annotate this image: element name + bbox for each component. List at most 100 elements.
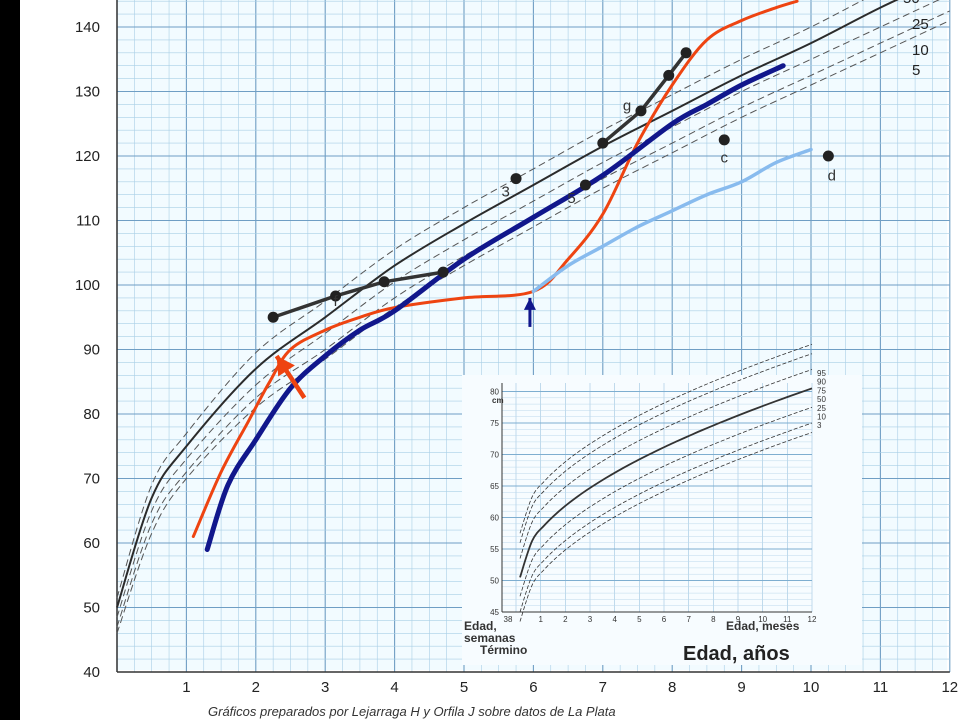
measurement-point	[579, 179, 591, 191]
inset-percentile-label: 25	[817, 404, 826, 413]
x-unit-label: Edad, años	[683, 643, 790, 665]
x-tick-label: 9	[737, 679, 745, 696]
percentile-label: 50	[903, 0, 920, 7]
y-tick-label: 40	[83, 664, 100, 681]
percentile-50-curve	[116, 0, 899, 608]
inset-percentile-label: 90	[817, 378, 826, 387]
measurement-segment-1	[272, 270, 444, 319]
inset-x-tick-label: 3	[588, 615, 593, 624]
left-black-border	[0, 0, 20, 720]
percentile-5-curve	[116, 20, 951, 634]
measurement-point	[822, 150, 834, 162]
measurement-point	[330, 290, 342, 302]
x-tick-label: 1	[182, 679, 190, 696]
inset-y-tick-label: 65	[490, 482, 499, 491]
inset-months-label: Edad, meses	[726, 619, 800, 633]
inset-y-tick-label: 70	[490, 451, 499, 460]
point-label: c	[721, 149, 729, 166]
inset-y-tick-label: 45	[490, 608, 499, 617]
y-tick-label: 130	[75, 84, 100, 101]
inset-curve-90	[519, 353, 813, 543]
inset-x-tick-label: 9	[736, 615, 741, 624]
y-tick-label: 110	[76, 213, 100, 230]
y-tick-label: 120	[75, 148, 100, 165]
y-tick-label: 50	[83, 600, 100, 617]
y-tick-label: 70	[83, 471, 100, 488]
x-tick-label: 10	[803, 679, 820, 696]
inset-curve-25	[519, 406, 813, 597]
measurement-point	[680, 47, 692, 59]
x-tick-label: 3	[321, 679, 329, 696]
inset-y-tick-label: 75	[490, 419, 499, 428]
inset-percentile-label: 75	[817, 386, 826, 395]
inset-x-tick-label: 10	[758, 615, 767, 624]
percentile-curves	[116, 0, 951, 634]
arrow-head-2	[523, 297, 536, 310]
inset-percentile-label: 3	[817, 421, 822, 430]
inset-y-tick-label: 55	[490, 545, 499, 554]
inset-x-tick-label: 11	[783, 615, 792, 624]
measurement-point	[597, 137, 609, 149]
inset-x-tick-label: 12	[808, 615, 817, 624]
point-label: 5	[567, 190, 575, 207]
inset-x-tick-label: 1	[538, 615, 543, 624]
inset-percentile-label: 10	[817, 413, 826, 422]
inset-curve-50	[519, 387, 813, 578]
y-tick-label: 90	[83, 342, 100, 359]
measurement-segment-2	[601, 51, 688, 145]
inset-percentile-label: 95	[817, 369, 826, 378]
inset-weeks-label-2: semanas	[464, 631, 516, 645]
arrows	[274, 297, 536, 400]
inset-curve-3	[519, 432, 813, 622]
percentile-10-curve	[116, 10, 951, 628]
x-tick-label: 8	[668, 679, 676, 696]
x-tick-label: 6	[529, 679, 537, 696]
inset-x-tick-label: 7	[686, 615, 691, 624]
data-series-line-1	[191, 0, 799, 538]
inset-x-tick-label: 2	[563, 615, 568, 624]
inset-x-tick-label: 5	[637, 615, 642, 624]
y-tick-label: 140	[75, 19, 100, 36]
x-tick-label: 2	[252, 679, 260, 696]
measurement-point	[378, 276, 390, 288]
percentile-25-curve	[116, 0, 940, 618]
percentile-75-curve	[116, 0, 865, 598]
x-tick-label: 5	[460, 679, 468, 696]
inset-x-tick-label: 8	[711, 615, 716, 624]
arrow-head-1	[276, 355, 295, 377]
percentile-label: 25	[912, 16, 929, 33]
inset-y-unit: cm	[492, 396, 504, 405]
inset-x-tick-label: 4	[612, 615, 617, 624]
point-label: d	[828, 167, 836, 184]
inset-term-label: Término	[480, 643, 527, 657]
x-tick-label: 12	[941, 679, 958, 696]
measurement-points	[267, 47, 834, 323]
inset-x-tick-label: 6	[662, 615, 667, 624]
point-label: 3	[501, 183, 509, 200]
point-label: g	[623, 98, 631, 115]
point-label: f	[334, 293, 339, 310]
inset-curve-10	[519, 422, 813, 613]
inset-curve-95	[519, 343, 813, 534]
inset-x-tick-label: 38	[504, 615, 513, 624]
measurement-point	[663, 69, 675, 81]
y-tick-label: 100	[75, 277, 100, 294]
inset-curve-75	[519, 369, 813, 559]
inset-y-tick-label: 60	[490, 514, 499, 523]
inset-y-tick-label: 50	[490, 577, 499, 586]
inset-y-tick-label: 80	[490, 388, 499, 397]
y-tick-label: 80	[83, 406, 100, 423]
measurement-point	[267, 311, 279, 323]
measurement-point	[635, 105, 647, 117]
percentile-label: 5	[912, 62, 920, 79]
percentile-label: 10	[912, 42, 929, 59]
y-tick-label: 60	[83, 535, 100, 552]
inset-percentile-label: 50	[817, 395, 826, 404]
measurement-point	[510, 173, 522, 185]
measurement-point	[718, 134, 730, 146]
inset-weeks-label: Edad,	[464, 619, 497, 633]
chart-caption: Gráficos preparados por Lejarraga H y Or…	[208, 704, 616, 719]
x-tick-label: 7	[599, 679, 607, 696]
